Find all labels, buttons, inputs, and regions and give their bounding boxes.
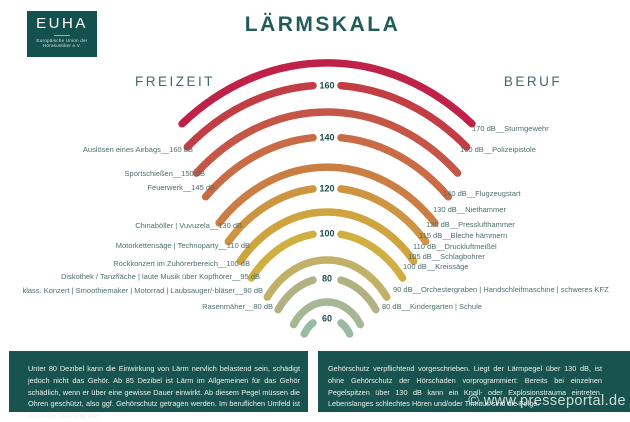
footer-paragraph-left: Unter 80 Dezibel kann die Einwirkung von… <box>28 364 300 421</box>
arc-tick-label-100: 100 <box>319 229 334 239</box>
freizeit-item-110db: Motorkettensäge | Technoparty__110 dB <box>115 241 250 250</box>
freizeit-item-80db: Rasenmäher__80 dB <box>202 302 273 311</box>
heading-freizeit: FREIZEIT <box>135 74 215 89</box>
arc-150-db <box>192 108 462 177</box>
presseportal-watermark: © www.presseportal.de <box>468 393 626 409</box>
arc-120-db <box>337 185 430 246</box>
arc-110-db <box>236 208 418 266</box>
freizeit-item-130db: Chinaböller | Vuvuzela__130 dB <box>135 221 242 230</box>
logo-acronym: EUHA <box>36 15 88 32</box>
freizeit-item-160db: Auslösen eines Airbags__160 dB <box>82 145 193 154</box>
arc-80-db <box>274 276 317 314</box>
beruf-item-105db: 105 dB__Schlagbohrer <box>408 252 485 261</box>
arc-60-db <box>337 319 354 338</box>
noise-scale-arc-fan: 160 140 120 100 80 60 <box>178 59 476 338</box>
beruf-item-115db: 115 dB__Bleche hämmern <box>419 231 508 240</box>
arc-160-db <box>183 81 317 151</box>
euha-logo: EUHA Europäische Union der Hörakustiker … <box>27 11 97 57</box>
beruf-item-120db: 120 dB__Presslufthammer <box>426 220 515 229</box>
arc-160-db <box>337 81 471 151</box>
arc-100-db <box>337 230 407 282</box>
beruf-item-100db: 100 dB__Kreissäge <box>403 262 469 271</box>
arc-170-db <box>178 59 476 128</box>
heading-beruf: BERUF <box>503 74 563 89</box>
freizeit-item-90db: klass. Konzert | Smoothiemaker | Motorra… <box>22 286 263 295</box>
arc-140-db <box>337 133 453 201</box>
freizeit-item-145db: Feuerwerk__145 dB <box>147 183 215 192</box>
beruf-item-80db: 80 dB__Kindergarten | Schule <box>382 302 482 311</box>
arc-100-db <box>247 230 317 282</box>
arc-tick-label-60: 60 <box>322 314 332 324</box>
arc-80-db <box>337 276 380 314</box>
arc-70-db <box>289 298 365 329</box>
beruf-item-140db: 140 dB__Flugzeugstart <box>443 189 521 198</box>
arc-tick-label-120: 120 <box>319 184 334 194</box>
arc-tick-label-140: 140 <box>319 133 334 143</box>
arc-tick-label-160: 160 <box>319 81 334 91</box>
freizeit-item-100db: Rockkonzert im Zuhörerbereich__100 dB <box>113 259 250 268</box>
arc-130-db <box>215 163 439 227</box>
arc-140-db <box>201 133 317 201</box>
footer-paragraph-right: Gehörschutz verpflichtend vorgeschrieben… <box>328 364 602 409</box>
beruf-item-110db: 110 dB__Druckluftmeißel <box>413 242 497 251</box>
arc-60-db <box>300 319 317 338</box>
arc-tick-label-80: 80 <box>322 274 332 284</box>
logo-subtitle-line1: Europäische Union der <box>36 38 88 43</box>
arc-120-db <box>224 185 317 246</box>
logo-divider <box>54 34 70 36</box>
beruf-item-130db: 130 dB__Niethammer <box>433 205 506 214</box>
freizeit-item-150db: Sportschießen__150 dB <box>124 169 205 178</box>
beruf-item-160db: 160 dB__Polizeipistole <box>460 145 536 154</box>
arc-90-db <box>263 256 391 301</box>
footer-panel-left: Unter 80 Dezibel kann die Einwirkung von… <box>9 351 308 420</box>
freizeit-item-95db: Diskothek / Tanzfläche | laute Musik übe… <box>60 272 260 281</box>
beruf-item-90db: 90 dB__Orchestergraben | Handschleifmasc… <box>393 285 609 294</box>
logo-subtitle-line2: Hörakustiker e.V. <box>42 43 82 49</box>
footer-panel-right: Gehörschutz verpflichtend vorgeschrieben… <box>318 351 630 412</box>
beruf-item-170db: 170 dB__Sturmgewehr <box>472 124 549 133</box>
page-title: LÄRMSKALA <box>244 13 401 36</box>
